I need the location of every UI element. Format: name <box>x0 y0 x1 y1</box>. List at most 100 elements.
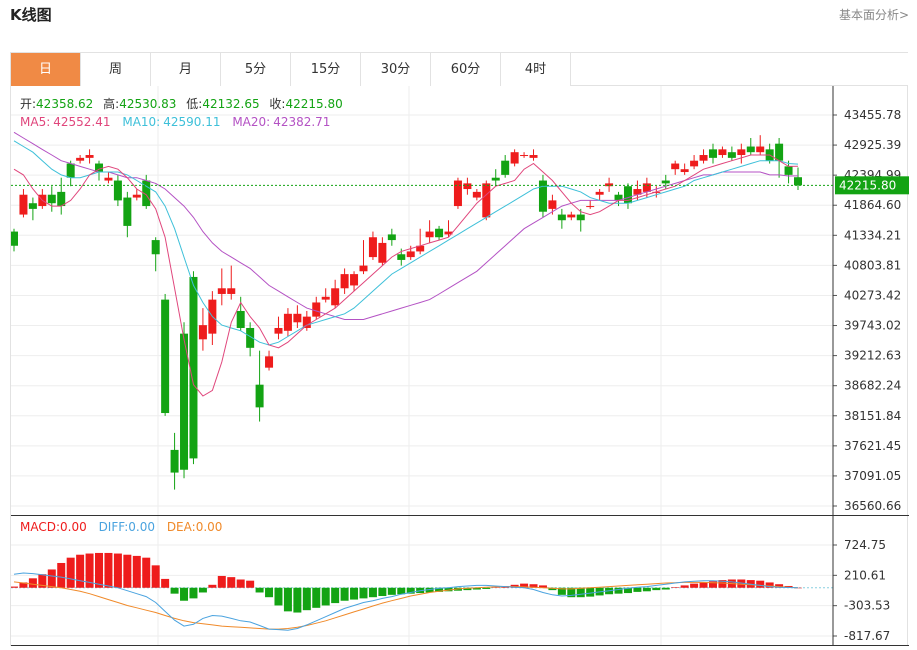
tab-1[interactable]: 周 <box>81 53 151 86</box>
macd-tick-label: 724.75 <box>844 538 886 552</box>
ma10-value: 42590.11 <box>163 115 220 129</box>
candle-body <box>727 152 736 158</box>
macd-bar <box>557 587 566 595</box>
candle-body <box>595 191 604 195</box>
ma-legend: MA5: 42552.41 MA10: 42590.11 MA20: 42382.71 <box>20 115 330 129</box>
fundamental-analysis-link[interactable]: 基本面分析> <box>838 8 909 22</box>
macd-bar <box>756 580 765 588</box>
macd-bar <box>652 587 661 591</box>
close-value: 42215.80 <box>285 97 342 111</box>
candle-body <box>520 155 529 157</box>
candle-body <box>501 160 510 175</box>
candle-body <box>680 169 689 173</box>
macd-bar <box>623 587 632 594</box>
ma5-line <box>13 154 799 397</box>
candle-body <box>113 180 122 201</box>
macd-legend: MACD:0.00 DIFF:0.00 DEA:0.00 <box>20 520 222 534</box>
macd-bar <box>378 587 387 597</box>
price-tick-label: 40273.42 <box>844 288 901 302</box>
price-tick-label: 38682.24 <box>844 379 901 393</box>
price-tick-label: 43455.78 <box>844 108 901 122</box>
macd-bar <box>567 587 576 598</box>
macd-bar <box>331 587 340 604</box>
candle-body <box>614 194 623 201</box>
macd-bar <box>227 577 236 588</box>
macd-bar <box>265 587 274 598</box>
macd-bar <box>794 587 802 589</box>
macd-bar <box>85 553 94 588</box>
candle-body <box>472 191 481 198</box>
candle-body <box>567 214 576 218</box>
price-tick-label: 37621.45 <box>844 439 901 453</box>
chart-frame: 43455.78 42925.39 42394.99 41864.60 41334.21… <box>10 86 909 646</box>
macd-bar <box>10 586 18 588</box>
macd-bar <box>66 557 75 588</box>
macd-bar <box>95 552 104 588</box>
candle-body <box>283 313 292 331</box>
candle-body <box>180 333 189 470</box>
candle-body <box>151 240 160 255</box>
last-price-badge <box>835 176 909 195</box>
macd-bar <box>312 587 321 608</box>
candle-body <box>586 206 595 208</box>
macd-tick-label: 210.61 <box>844 568 886 582</box>
ma20-label: MA20: <box>232 115 270 129</box>
macd-bar <box>170 587 179 594</box>
macd-bar <box>198 587 207 593</box>
tab-0[interactable]: 日 <box>11 53 81 86</box>
grid <box>11 86 833 646</box>
candle-body <box>576 214 585 221</box>
price-tick-label: 36560.66 <box>844 499 901 513</box>
macd-bar <box>491 587 500 588</box>
macd-bar <box>463 587 472 591</box>
candle-body <box>10 231 18 246</box>
candle-body <box>463 183 472 190</box>
macd-bar <box>387 587 396 595</box>
macd-bar <box>690 583 699 588</box>
candles-layer <box>10 135 802 490</box>
macd-bar <box>57 562 66 588</box>
candle-body <box>302 316 311 328</box>
tab-5[interactable]: 30分 <box>361 53 431 86</box>
candle-body <box>95 163 104 173</box>
tab-2[interactable]: 月 <box>151 53 221 86</box>
candle-body <box>387 234 396 241</box>
candle-body <box>557 214 566 221</box>
ma5-label: MA5: <box>20 115 50 129</box>
candle-body <box>406 251 415 258</box>
dea-label: DEA: <box>167 520 196 534</box>
tab-7[interactable]: 4时 <box>501 53 571 86</box>
macd-bar <box>775 584 784 588</box>
kline-chart: 43455.7842925.3942394.9941864.6041334.21… <box>10 86 909 646</box>
candle-body <box>246 327 255 348</box>
high-label: 高: <box>103 96 119 111</box>
candle-body <box>161 299 170 414</box>
macd-bar <box>671 587 680 588</box>
candle-body <box>236 310 245 328</box>
candle-body <box>699 155 708 161</box>
candle-body <box>227 288 236 294</box>
macd-layer <box>10 552 833 631</box>
candle-body <box>274 327 283 334</box>
macd-bar <box>151 565 160 588</box>
candle-body <box>28 203 37 209</box>
macd-bar <box>104 552 113 588</box>
candle-body <box>217 288 226 294</box>
macd-bar <box>340 587 349 601</box>
candle-body <box>142 180 151 207</box>
macd-bar <box>661 587 670 590</box>
tab-3[interactable]: 5分 <box>221 53 291 86</box>
macd-bar <box>548 587 557 591</box>
macd-bar <box>321 587 330 606</box>
macd-bar <box>180 587 189 601</box>
price-tick-label: 42925.39 <box>844 138 901 152</box>
macd-bar <box>123 554 132 588</box>
candle-body <box>132 194 141 198</box>
tab-4[interactable]: 15分 <box>291 53 361 86</box>
macd-bar <box>680 585 689 588</box>
tab-6[interactable]: 60分 <box>431 53 501 86</box>
macd-bar <box>113 553 122 588</box>
candle-body <box>529 155 538 158</box>
macd-bar <box>586 587 595 597</box>
open-value: 42358.62 <box>36 97 93 111</box>
